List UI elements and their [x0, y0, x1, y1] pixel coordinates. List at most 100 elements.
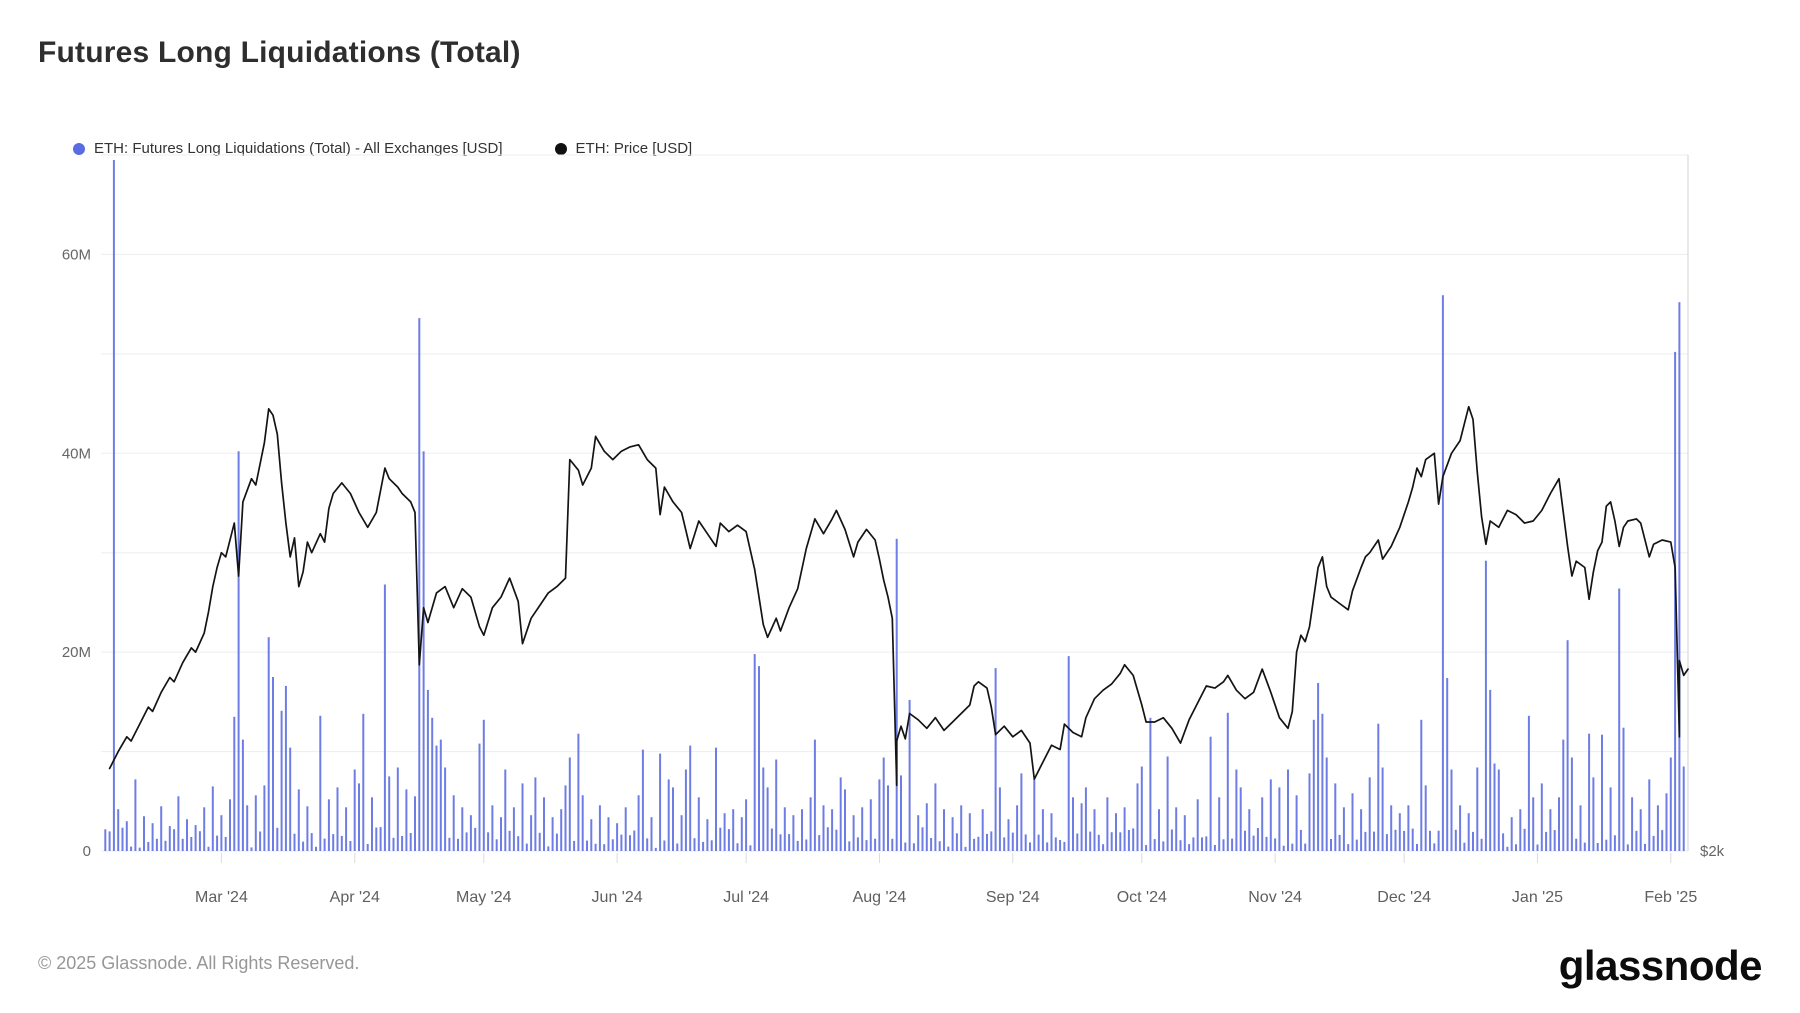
liquidation-bar: [1403, 830, 1406, 851]
liquidation-bar: [1252, 835, 1255, 851]
liquidation-bar: [1545, 831, 1548, 851]
liquidation-bar: [1613, 835, 1616, 851]
liquidation-bar: [1510, 817, 1513, 851]
liquidation-bar: [1299, 829, 1302, 851]
liquidation-bar: [1170, 829, 1173, 851]
liquidation-bar: [121, 827, 124, 851]
liquidation-bar: [1248, 809, 1251, 851]
legend-item-liquidations[interactable]: ETH: Futures Long Liquidations (Total) -…: [73, 140, 503, 157]
liquidation-bar: [1140, 766, 1143, 851]
liquidation-bar: [1342, 807, 1345, 851]
liquidation-bar: [1136, 783, 1139, 851]
liquidation-bar: [117, 809, 120, 851]
liquidation-bar: [1239, 787, 1242, 851]
liquidation-bar: [611, 839, 614, 851]
liquidation-bar: [917, 815, 920, 851]
liquidation-bar: [220, 815, 223, 851]
month-label: Aug '24: [853, 889, 907, 906]
liquidation-bar: [947, 846, 950, 851]
liquidation-bar: [1463, 842, 1466, 851]
month-label: Jan '25: [1512, 889, 1563, 906]
liquidation-bar: [1394, 829, 1397, 851]
liquidation-bar: [1222, 839, 1225, 851]
liquidation-bar: [521, 783, 524, 851]
liquidation-bar: [177, 796, 180, 851]
liquidation-bar: [1588, 733, 1591, 851]
liquidation-bar: [930, 838, 933, 851]
legend-item-price[interactable]: ETH: Price [USD]: [554, 140, 693, 157]
liquidation-bar: [693, 838, 696, 851]
liquidation-bar: [882, 757, 885, 851]
liquidation-bar: [1626, 844, 1629, 851]
liquidation-bar: [1153, 839, 1156, 851]
liquidation-bar: [641, 749, 644, 851]
liquidation-bar: [1609, 787, 1612, 851]
liquidation-bar: [1127, 830, 1130, 851]
month-label: Sep '24: [986, 889, 1040, 906]
liquidation-bar: [1003, 837, 1006, 851]
liquidation-bar: [844, 789, 846, 851]
liquidation-bar: [478, 743, 481, 851]
liquidation-bar: [1497, 769, 1500, 851]
liquidation-bar: [1213, 845, 1216, 851]
liquidation-bar: [327, 799, 330, 851]
liquidation-bar: [891, 838, 894, 851]
liquidation-bar: [1364, 831, 1367, 851]
liquidation-bar: [366, 844, 369, 851]
liquidation-bar: [1373, 831, 1375, 851]
liquidation-bar: [895, 538, 898, 851]
liquidation-bar: [263, 785, 266, 851]
liquidation-bars: [104, 160, 1685, 852]
liquidation-bar: [112, 160, 115, 851]
liquidation-bar: [770, 828, 773, 851]
liquidation-bar: [1575, 838, 1578, 851]
liquidation-bar: [241, 739, 244, 851]
liquidation-bar: [1102, 844, 1105, 851]
liquidation-bar: [358, 783, 360, 851]
liquidation-bar: [336, 787, 339, 851]
liquidation-bar: [663, 840, 666, 851]
liquidation-bar: [293, 833, 296, 851]
liquidation-bar: [547, 846, 550, 851]
liquidation-bar: [306, 806, 309, 851]
legend-item-label: ETH: Price [USD]: [575, 140, 693, 157]
liquidation-bar: [779, 834, 782, 851]
liquidation-bar: [1656, 805, 1659, 851]
liquidation-bar: [973, 838, 976, 851]
liquidation-bar: [986, 833, 988, 851]
liquidation-bar: [134, 779, 137, 851]
y-axis-label: 20M: [62, 644, 91, 661]
liquidation-bar: [590, 819, 593, 851]
liquidation-bar: [1411, 828, 1414, 851]
liquidation-bar: [173, 829, 176, 851]
liquidation-bar: [749, 845, 752, 851]
liquidation-bar: [280, 710, 283, 851]
liquidation-bar: [525, 843, 528, 851]
liquidation-bar: [1665, 793, 1668, 851]
liquidation-bar: [1334, 783, 1337, 851]
liquidation-bar: [1029, 842, 1031, 851]
liquidation-bar: [826, 827, 829, 851]
liquidation-bar: [147, 842, 150, 851]
liquidation-bar: [422, 451, 425, 851]
liquidation-bar: [375, 827, 378, 851]
liquidation-bar: [1678, 302, 1681, 851]
liquidation-bar: [160, 806, 163, 851]
liquidation-bar: [775, 759, 778, 851]
liquidation-bar: [801, 809, 803, 851]
month-label: Jul '24: [723, 889, 769, 906]
liquidation-bar: [409, 833, 412, 851]
liquidation-bar: [1265, 836, 1268, 851]
liquidation-bar: [1459, 805, 1462, 851]
liquidation-bar: [1644, 843, 1646, 851]
liquidation-bar: [1527, 715, 1530, 851]
liquidation-bar: [319, 715, 322, 851]
liquidation-bar: [633, 830, 636, 851]
right-axis-label: $2k: [1700, 843, 1725, 860]
liquidation-bar: [414, 796, 416, 851]
liquidation-bar: [495, 839, 498, 851]
liquidation-bar: [1119, 832, 1122, 851]
month-label: Feb '25: [1644, 889, 1697, 906]
liquidation-bar: [594, 843, 597, 851]
